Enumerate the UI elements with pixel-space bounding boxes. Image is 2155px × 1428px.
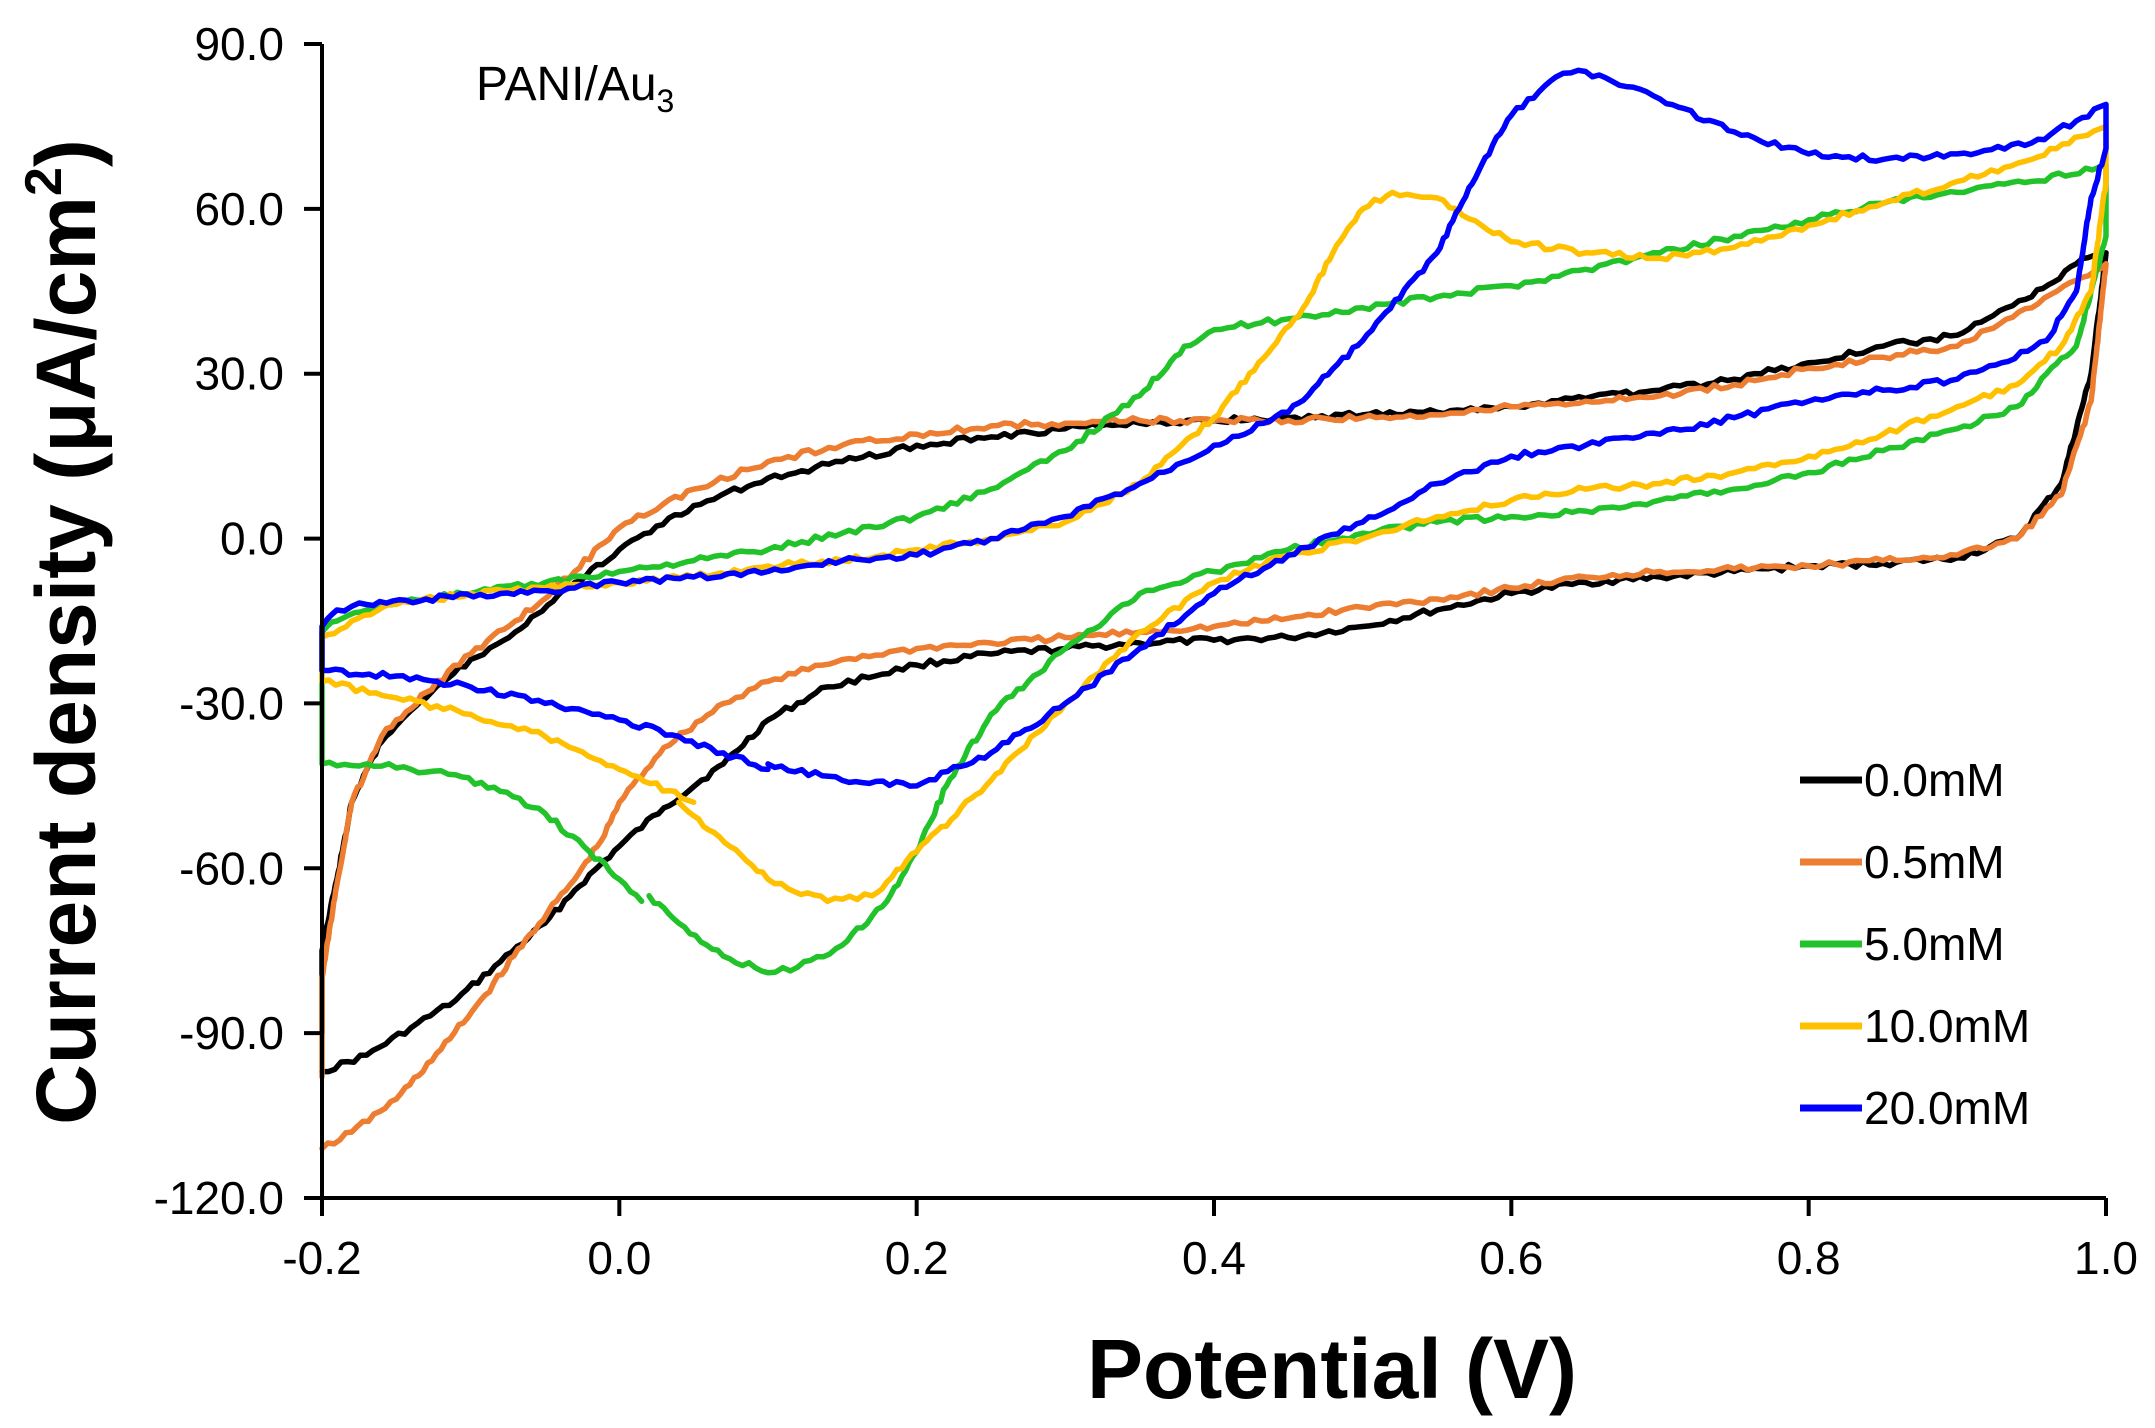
x-tick-label: -0.2 [282, 1232, 361, 1284]
y-tick-label: 60.0 [194, 183, 284, 235]
legend-label: 10.0mM [1864, 1000, 2030, 1052]
y-tick-label: -120.0 [154, 1172, 284, 1224]
legend-label: 0.5mM [1864, 836, 2005, 888]
series-line-0-5mm [319, 261, 2109, 1152]
y-tick-label: 90.0 [194, 18, 284, 70]
series-line-10-0mm [319, 123, 2109, 905]
y-tick-label: 30.0 [194, 348, 284, 400]
y-axis-title: Current density (μA/cm2) [15, 139, 113, 1125]
x-axis-title: Potential (V) [1087, 1322, 1577, 1416]
annotation-label: PANI/Au3 [476, 58, 674, 119]
x-tick-label: 0.0 [587, 1232, 651, 1284]
y-axis-title-sup: 2 [15, 167, 73, 196]
series-line-5-0mm [319, 162, 2109, 976]
annotation-main: PANI/Au [476, 58, 657, 111]
ticks: -120.0-90.0-60.0-30.00.030.060.090.0-0.2… [154, 18, 2138, 1284]
y-tick-label: -30.0 [179, 677, 284, 729]
legend-label: 5.0mM [1864, 918, 2005, 970]
legend-label: 20.0mM [1864, 1082, 2030, 1134]
x-tick-label: 0.4 [1182, 1232, 1246, 1284]
y-axis-title-end: ) [19, 139, 113, 167]
x-tick-label: 0.6 [1479, 1232, 1543, 1284]
x-tick-label: 0.8 [1777, 1232, 1841, 1284]
x-tick-label: 0.2 [885, 1232, 949, 1284]
y-tick-label: -60.0 [179, 842, 284, 894]
y-tick-label: 0.0 [220, 513, 284, 565]
x-tick-label: 1.0 [2074, 1232, 2138, 1284]
annotation-subscript: 3 [657, 83, 675, 119]
legend-label: 0.0mM [1864, 754, 2005, 806]
y-tick-label: -90.0 [179, 1007, 284, 1059]
y-axis-title-main: Current density (μA/cm [19, 196, 113, 1125]
legend: 0.0mM 0.5mM 5.0mM 10.0mM 20.0mM [1800, 754, 2030, 1134]
series-layer [319, 67, 2109, 1152]
series-line-20-0mm [319, 67, 2109, 789]
series-line-0-0mm [319, 250, 2109, 1075]
